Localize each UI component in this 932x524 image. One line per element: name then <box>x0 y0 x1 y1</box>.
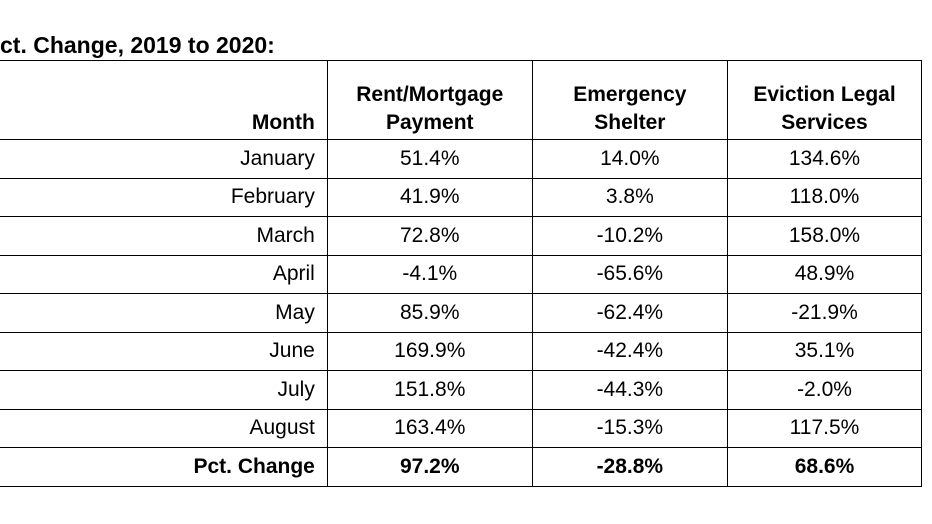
table-row: February 41.9% 3.8% 118.0% <box>0 177 922 217</box>
table-row: January 51.4% 14.0% 134.6% <box>0 139 922 179</box>
rent-mortgage-cell: 169.9% <box>326 331 533 371</box>
table-title: ct. Change, 2019 to 2020: <box>0 32 275 58</box>
rent-mortgage-cell: -4.1% <box>326 254 533 294</box>
total-eviction-legal-cell: 68.6% <box>727 447 922 487</box>
header-emergency-shelter-label: Emergency Shelter <box>573 83 687 134</box>
table-row: March 72.8% -10.2% 158.0% <box>0 216 922 256</box>
month-cell: June <box>0 331 328 371</box>
table-row: July 151.8% -44.3% -2.0% <box>0 370 922 410</box>
rent-mortgage-cell: 151.8% <box>326 370 533 410</box>
pct-change-table: Month Rent/Mortgage Payment Emergency Shel… <box>0 60 922 487</box>
rent-mortgage-cell: 41.9% <box>326 177 533 217</box>
emergency-shelter-cell: -62.4% <box>531 293 729 333</box>
emergency-shelter-cell: 14.0% <box>531 139 729 179</box>
header-rent-mortgage: Rent/Mortgage Payment <box>326 60 533 140</box>
emergency-shelter-cell: -44.3% <box>531 370 729 410</box>
eviction-legal-cell: 158.0% <box>727 216 922 256</box>
emergency-shelter-cell: -65.6% <box>531 254 729 294</box>
table-row: June 169.9% -42.4% 35.1% <box>0 331 922 371</box>
emergency-shelter-cell: -15.3% <box>531 408 729 448</box>
total-emergency-shelter-cell: -28.8% <box>531 447 729 487</box>
header-emergency-shelter: Emergency Shelter <box>531 60 729 140</box>
header-row: Month Rent/Mortgage Payment Emergency Shel… <box>0 60 922 140</box>
eviction-legal-cell: 117.5% <box>727 408 922 448</box>
rent-mortgage-cell: 51.4% <box>326 139 533 179</box>
month-cell: April <box>0 254 328 294</box>
month-cell: February <box>0 177 328 217</box>
header-eviction-legal-label: Eviction Legal Services <box>753 83 896 134</box>
table-row: May 85.9% -62.4% -21.9% <box>0 293 922 333</box>
month-cell: January <box>0 139 328 179</box>
eviction-legal-cell: 48.9% <box>727 254 922 294</box>
rent-mortgage-cell: 163.4% <box>326 408 533 448</box>
emergency-shelter-cell: -42.4% <box>531 331 729 371</box>
emergency-shelter-cell: -10.2% <box>531 216 729 256</box>
eviction-legal-cell: -2.0% <box>727 370 922 410</box>
eviction-legal-cell: 134.6% <box>727 139 922 179</box>
rent-mortgage-cell: 72.8% <box>326 216 533 256</box>
month-cell: July <box>0 370 328 410</box>
header-rent-mortgage-label: Rent/Mortgage Payment <box>356 83 504 134</box>
header-month: Month <box>0 60 328 140</box>
month-cell: May <box>0 293 328 333</box>
total-row: Pct. Change 97.2% -28.8% 68.6% <box>0 447 922 487</box>
rent-mortgage-cell: 85.9% <box>326 293 533 333</box>
month-cell: March <box>0 216 328 256</box>
eviction-legal-cell: 35.1% <box>727 331 922 371</box>
eviction-legal-cell: -21.9% <box>727 293 922 333</box>
month-cell: August <box>0 408 328 448</box>
total-rent-mortgage-cell: 97.2% <box>326 447 533 487</box>
table-row: April -4.1% -65.6% 48.9% <box>0 254 922 294</box>
total-label-cell: Pct. Change <box>0 447 328 487</box>
eviction-legal-cell: 118.0% <box>727 177 922 217</box>
emergency-shelter-cell: 3.8% <box>531 177 729 217</box>
header-eviction-legal: Eviction Legal Services <box>727 60 922 140</box>
table-row: August 163.4% -15.3% 117.5% <box>0 408 922 448</box>
